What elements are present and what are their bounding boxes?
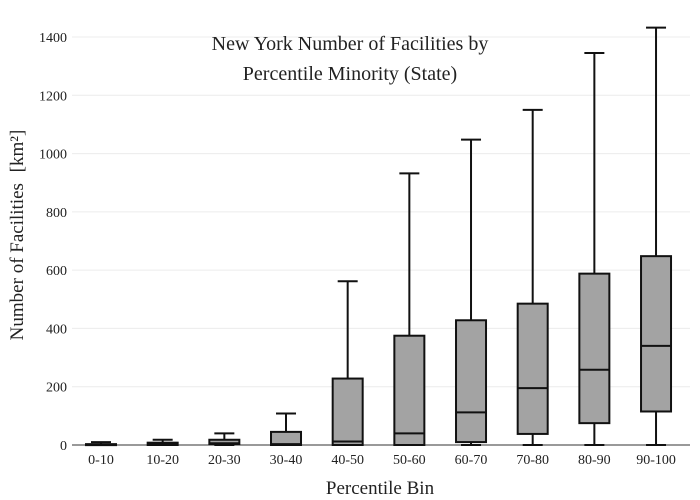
box-20-30 — [208, 432, 241, 446]
x-tick-label: 40-50 — [331, 453, 364, 468]
y-tick-label: 600 — [46, 264, 67, 279]
x-tick-label: 50-60 — [393, 453, 426, 468]
box-90-100 — [640, 26, 673, 446]
box-60-70 — [455, 138, 488, 446]
box-body — [640, 255, 673, 413]
box-80-90 — [578, 52, 611, 446]
box-body — [270, 430, 303, 446]
grid-lines — [72, 36, 690, 388]
box-50-60 — [393, 172, 426, 447]
y-axis-label-text: Number of Facilities — [7, 183, 28, 340]
y-tick-label: 1000 — [39, 148, 67, 163]
x-tick-label: 0-10 — [88, 453, 114, 468]
box-70-80 — [516, 108, 549, 446]
x-axis-label: Percentile Bin — [326, 478, 435, 499]
y-axis-label-unit: [km²] — [7, 130, 28, 173]
y-tick-label: 200 — [46, 381, 67, 396]
box-10-20 — [146, 438, 179, 447]
x-tick-label: 10-20 — [146, 453, 179, 468]
box-body — [578, 272, 611, 425]
x-tick-label: 20-30 — [208, 453, 241, 468]
y-axis-label: Number of Facilities [km²] — [7, 130, 28, 341]
y-tick-label: 800 — [46, 206, 67, 221]
box-30-40 — [270, 412, 303, 446]
boxes — [85, 26, 673, 447]
chart-title-line-1: New York Number of Facilities by — [212, 33, 489, 55]
box-body — [455, 319, 488, 444]
x-tick-label: 80-90 — [578, 453, 611, 468]
x-tick-labels: 0-10 10-20 20-30 30-40 40-50 50-60 60-70 70-80 8… — [88, 453, 676, 468]
box-40-50 — [331, 280, 364, 447]
x-tick-label: 60-70 — [455, 453, 488, 468]
x-tick-label: 30-40 — [270, 453, 303, 468]
y-tick-label: 1400 — [39, 31, 67, 46]
y-tick-label: 400 — [46, 322, 67, 337]
x-tick-label: 70-80 — [516, 453, 549, 468]
x-tick-label: 90-100 — [636, 453, 676, 468]
y-tick-label: 0 — [60, 439, 67, 454]
box-body — [393, 334, 426, 447]
box-0-10 — [85, 441, 117, 447]
box-body — [331, 377, 364, 447]
y-tick-label: 1200 — [39, 89, 67, 104]
chart-title-line-2: Percentile Minority (State) — [243, 63, 457, 85]
y-tick-labels: 0 200 400 600 800 1000 1200 1400 — [39, 31, 67, 454]
box-body — [516, 302, 549, 435]
